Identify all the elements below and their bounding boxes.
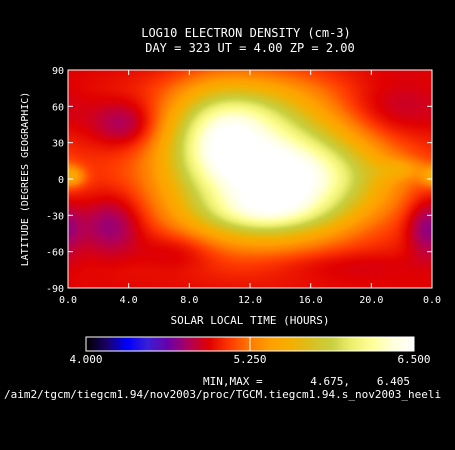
colorbar-mid-label: 5.250 (233, 353, 266, 366)
colorbar-max-label: 6.500 (397, 353, 430, 366)
y-tick-label: 60 (52, 102, 64, 113)
file-path: /aim2/tgcm/tiegcm1.94/nov2003/proc/TGCM.… (4, 388, 441, 401)
max-value: 6.405 (377, 375, 410, 388)
x-tick-label: 20.0 (359, 295, 383, 306)
y-tick-label: -90 (46, 284, 64, 295)
x-tick-label: 0.0 (423, 295, 441, 306)
colorbar-min-label: 4.000 (69, 353, 102, 366)
y-tick-label: -60 (46, 248, 64, 259)
y-tick-label: 30 (52, 139, 64, 150)
y-axis: -90 -60 -30 0 30 60 90 (46, 66, 432, 295)
y-axis-label: LATITUDE (DEGREES GEOGRAPHIC) (20, 92, 31, 267)
x-axis: 0.0 4.0 8.0 12.0 16.0 20.0 0.0 (59, 70, 441, 306)
y-tick-label: -30 (46, 211, 64, 222)
plot-area (67, 69, 433, 289)
y-tick-label: 0 (58, 175, 64, 186)
y-tick-label: 90 (52, 66, 64, 77)
x-axis-label: SOLAR LOCAL TIME (HOURS) (171, 314, 330, 327)
x-tick-label: 16.0 (299, 295, 323, 306)
chart-title: LOG10 ELECTRON DENSITY (cm-3) (141, 26, 351, 40)
heatmap-raster (68, 70, 432, 288)
chart-subtitle: DAY = 323 UT = 4.00 ZP = 2.00 (145, 41, 355, 55)
x-tick-label: 4.0 (120, 295, 138, 306)
x-tick-label: 0.0 (59, 295, 77, 306)
colorbar: 4.000 5.250 6.500 (69, 336, 431, 366)
x-tick-label: 12.0 (238, 295, 262, 306)
minmax-label: MIN,MAX = (203, 375, 263, 388)
x-tick-label: 8.0 (180, 295, 198, 306)
min-value: 4.675, (310, 375, 350, 388)
